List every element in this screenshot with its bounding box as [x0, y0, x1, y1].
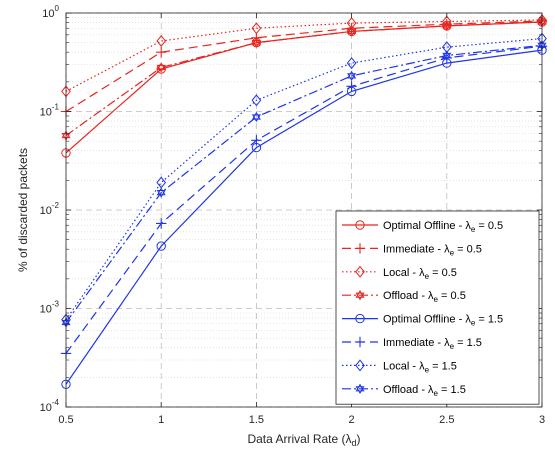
series-line — [65, 45, 543, 354]
series-line — [65, 20, 543, 113]
hexagram-marker — [355, 290, 365, 298]
circle-marker — [156, 241, 166, 251]
x-axis-title: Data Arrival Rate (λd) — [247, 432, 360, 448]
x-tick-label: 2.5 — [439, 414, 454, 426]
legend-entry: Optimal Offline - λe = 1.5 — [342, 314, 503, 328]
hexagram-marker — [156, 190, 166, 198]
legend-label: Offload - λe = 0.5 — [383, 290, 466, 304]
y-tick-label: 10-4 — [40, 398, 60, 414]
x-tick-label: 0.5 — [58, 414, 73, 426]
hexagram-marker — [442, 52, 452, 61]
x-tick-label: 2 — [349, 414, 355, 426]
plus-marker — [354, 336, 366, 348]
diamond-marker — [251, 22, 262, 35]
circle-marker — [355, 220, 365, 230]
series-line — [65, 49, 543, 385]
legend: Optimal Offline - λe = 0.5 Immediate - λe… — [335, 210, 540, 405]
hexagram-marker — [251, 37, 261, 46]
hexagram-marker — [251, 114, 261, 123]
hexagram-marker — [355, 292, 365, 301]
y-axis-title: % of discarded packets — [16, 148, 30, 272]
diamond-marker — [156, 34, 167, 47]
legend-entry: Local - λe = 0.5 — [342, 265, 457, 281]
circle-marker — [156, 64, 166, 74]
hexagram-marker — [442, 20, 452, 29]
legend-entry: Offload - λe = 0.5 — [342, 290, 466, 304]
legend-label: Optimal Offline - λe = 1.5 — [383, 314, 503, 328]
x-tick-label: 1.5 — [249, 414, 264, 426]
hexagram-marker — [347, 28, 357, 37]
hexagram-marker — [251, 40, 261, 48]
series-line — [65, 21, 543, 137]
diamond-marker — [251, 94, 262, 107]
plus-marker — [354, 243, 366, 254]
hexagram-marker — [442, 23, 452, 32]
y-tick-label: 100 — [42, 4, 59, 20]
legend-label: Optimal Offline - λe = 0.5 — [383, 220, 503, 234]
hexagram-marker — [355, 383, 365, 392]
plus-marker — [156, 218, 167, 229]
hexagram-marker — [355, 386, 365, 394]
legend-entry: Immediate - λe = 1.5 — [342, 336, 482, 351]
diamond-marker — [346, 57, 357, 70]
legend-label: Local - λe = 1.5 — [383, 360, 457, 374]
hexagram-marker — [347, 70, 357, 79]
hexagram-marker — [156, 187, 166, 196]
circle-marker — [355, 313, 365, 324]
y-tick-label: 10-2 — [40, 201, 60, 217]
legend-box — [335, 210, 540, 405]
y-tick-label: 10-1 — [40, 103, 60, 119]
diamond-marker — [441, 41, 452, 54]
x-tick-label: 3 — [539, 414, 545, 426]
hexagram-marker — [442, 50, 452, 59]
x-tick-label: 1 — [158, 414, 164, 426]
hexagram-marker — [251, 111, 261, 120]
legend-label: Immediate - λe = 1.5 — [383, 337, 482, 351]
hexagram-marker — [156, 64, 166, 73]
plus-marker — [346, 81, 357, 92]
y-tick-label: 10-3 — [40, 300, 60, 316]
diamond-marker — [346, 17, 357, 30]
legend-entry: Immediate - λe = 0.5 — [342, 243, 482, 257]
plus-marker — [156, 46, 167, 58]
series-layer — [60, 13, 548, 390]
legend-entry: Offload - λe = 1.5 — [342, 383, 466, 398]
plus-marker — [251, 135, 262, 146]
diamond-marker — [355, 265, 365, 278]
diamond-marker — [355, 359, 365, 372]
hexagram-marker — [156, 62, 166, 71]
hexagram-marker — [347, 26, 357, 35]
hexagram-marker — [347, 73, 357, 82]
legend-label: Offload - λe = 1.5 — [383, 384, 466, 398]
legend-label: Immediate - λe = 0.5 — [383, 243, 482, 257]
legend-entry: Optimal Offline - λe = 0.5 — [342, 220, 503, 234]
legend-entry: Local - λe = 1.5 — [342, 359, 457, 374]
series-line — [65, 44, 543, 323]
legend-label: Local - λe = 0.5 — [383, 267, 457, 281]
diamond-marker — [441, 15, 452, 28]
